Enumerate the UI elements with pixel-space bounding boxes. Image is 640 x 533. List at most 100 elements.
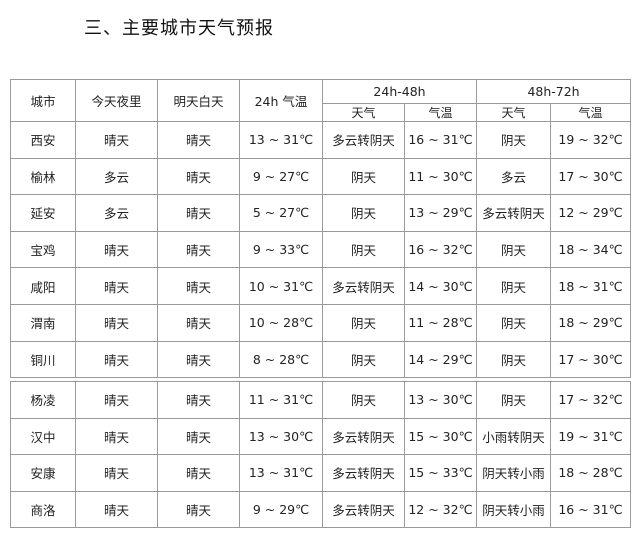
table-row: 宝鸡 晴天 晴天 9 ~ 33℃ 阴天 16 ~ 32℃ 阴天 18 ~ 34℃ <box>10 230 632 269</box>
temp-24h-cell: 10 ~ 28℃ <box>239 303 323 342</box>
header-temp-24h: 24h 气温 <box>239 79 323 122</box>
city-cell: 铜川 <box>10 340 76 379</box>
weather-24-48h-cell: 阴天 <box>322 381 405 419</box>
city-cell: 安康 <box>10 454 76 492</box>
city-cell: 延安 <box>10 194 76 232</box>
header-temp-48: 气温 <box>403 103 478 122</box>
tomorrow-day-weather-cell: 晴天 <box>157 230 240 269</box>
temp-24h-cell: 5 ~ 27℃ <box>239 194 323 232</box>
header-48-72h: 48h-72h <box>476 79 632 104</box>
temp-24h-cell: 9 ~ 33℃ <box>239 230 323 269</box>
table-row: 铜川 晴天 晴天 8 ~ 28℃ 阴天 14 ~ 29℃ 阴天 17 ~ 30℃ <box>10 340 632 379</box>
temp-24-48h-cell: 14 ~ 29℃ <box>403 340 478 379</box>
tomorrow-day-weather-cell: 晴天 <box>157 194 240 232</box>
temp-24-48h-cell: 16 ~ 32℃ <box>403 230 478 269</box>
temp-24h-cell: 9 ~ 29℃ <box>239 490 323 529</box>
tonight-weather-cell: 晴天 <box>75 303 158 342</box>
city-cell: 宝鸡 <box>10 230 76 269</box>
header-city: 城市 <box>10 79 76 122</box>
forecast-table-main: 城市 今天夜里 明天白天 24h 气温 24h-48h 48h-72h 天气 气… <box>10 79 632 379</box>
temp-24h-cell: 13 ~ 31℃ <box>239 121 323 159</box>
tomorrow-day-weather-cell: 晴天 <box>157 454 240 492</box>
temp-48-72h-cell: 16 ~ 31℃ <box>550 490 631 529</box>
header-weather-48: 天气 <box>322 103 405 122</box>
weather-24-48h-cell: 阴天 <box>322 230 405 269</box>
weather-24-48h-cell: 多云转阴天 <box>322 267 405 305</box>
tonight-weather-cell: 晴天 <box>75 230 158 269</box>
tonight-weather-cell: 多云 <box>75 194 158 232</box>
tomorrow-day-weather-cell: 晴天 <box>157 490 240 529</box>
weather-24-48h-cell: 阴天 <box>322 340 405 379</box>
temp-48-72h-cell: 17 ~ 30℃ <box>550 157 632 196</box>
tomorrow-day-weather-cell: 晴天 <box>157 381 240 419</box>
temp-24h-cell: 13 ~ 30℃ <box>239 417 323 456</box>
temp-24-48h-cell: 13 ~ 30℃ <box>404 381 477 419</box>
temp-48-72h-cell: 18 ~ 31℃ <box>550 267 632 305</box>
tomorrow-day-weather-cell: 晴天 <box>157 303 240 342</box>
header-tomorrow-day: 明天白天 <box>157 79 240 122</box>
city-cell: 渭南 <box>10 303 76 342</box>
weather-48-72h-cell: 阴天 <box>476 230 552 269</box>
table-row: 西安 晴天 晴天 13 ~ 31℃ 多云转阴天 16 ~ 31℃ 阴天 19 ~ 32℃ <box>10 121 632 159</box>
tomorrow-day-weather-cell: 晴天 <box>157 340 240 379</box>
table-row: 延安 多云 晴天 5 ~ 27℃ 阴天 13 ~ 29℃ 多云转阴天 12 ~ 29℃ <box>10 194 632 232</box>
header-24-48h: 24h-48h <box>321 79 478 104</box>
weather-24-48h-cell: 阴天 <box>322 303 405 342</box>
tonight-weather-cell: 晴天 <box>75 490 158 529</box>
temp-48-72h-cell: 12 ~ 29℃ <box>550 194 632 232</box>
table-row: 汉中 晴天 晴天 13 ~ 30℃ 多云转阴天 15 ~ 30℃ 小雨转阴天 19 ~ 31℃ <box>10 417 631 456</box>
section-title: 三、主要城市天气预报 <box>84 18 274 39</box>
tonight-weather-cell: 晴天 <box>75 454 158 492</box>
temp-24-48h-cell: 14 ~ 30℃ <box>403 267 478 305</box>
forecast-table-secondary: 杨凌 晴天 晴天 11 ~ 31℃ 阴天 13 ~ 30℃ 阴天 17 ~ 32℃ 汉中 晴天 晴天… <box>10 381 631 529</box>
temp-48-72h-cell: 18 ~ 34℃ <box>550 230 632 269</box>
temp-24-48h-cell: 11 ~ 30℃ <box>403 157 478 196</box>
header-temp-72: 气温 <box>550 103 632 122</box>
tonight-weather-cell: 晴天 <box>75 121 158 159</box>
temp-24-48h-cell: 11 ~ 28℃ <box>403 303 478 342</box>
table-row: 咸阳 晴天 晴天 10 ~ 31℃ 多云转阴天 14 ~ 30℃ 阴天 18 ~ 31℃ <box>10 267 632 305</box>
temp-24h-cell: 11 ~ 31℃ <box>239 381 323 419</box>
tonight-weather-cell: 多云 <box>75 157 158 196</box>
tomorrow-day-weather-cell: 晴天 <box>157 157 240 196</box>
city-cell: 汉中 <box>10 417 76 456</box>
table-row: 商洛 晴天 晴天 9 ~ 29℃ 多云转阴天 12 ~ 32℃ 阴天转小雨 16 ~ 31℃ <box>10 490 631 529</box>
temp-48-72h-cell: 19 ~ 31℃ <box>550 417 631 456</box>
temp-24-48h-cell: 15 ~ 30℃ <box>404 417 477 456</box>
tonight-weather-cell: 晴天 <box>75 381 158 419</box>
weather-48-72h-cell: 阴天 <box>476 381 551 419</box>
temp-24-48h-cell: 13 ~ 29℃ <box>403 194 478 232</box>
city-cell: 西安 <box>10 121 76 159</box>
tonight-weather-cell: 晴天 <box>75 340 158 379</box>
temp-24-48h-cell: 16 ~ 31℃ <box>403 121 478 159</box>
temp-24h-cell: 8 ~ 28℃ <box>239 340 323 379</box>
weather-48-72h-cell: 多云 <box>476 157 552 196</box>
weather-48-72h-cell: 阴天 <box>476 303 552 342</box>
weather-24-48h-cell: 多云转阴天 <box>322 454 405 492</box>
city-cell: 商洛 <box>10 490 76 529</box>
temp-24-48h-cell: 12 ~ 32℃ <box>404 490 477 529</box>
weather-48-72h-cell: 阴天 <box>476 340 552 379</box>
tomorrow-day-weather-cell: 晴天 <box>157 267 240 305</box>
table-row: 榆林 多云 晴天 9 ~ 27℃ 阴天 11 ~ 30℃ 多云 17 ~ 30℃ <box>10 157 632 196</box>
city-cell: 榆林 <box>10 157 76 196</box>
header-tonight: 今天夜里 <box>75 79 158 122</box>
temp-24-48h-cell: 15 ~ 33℃ <box>404 454 477 492</box>
weather-48-72h-cell: 阴天 <box>476 267 552 305</box>
weather-24-48h-cell: 多云转阴天 <box>322 121 405 159</box>
temp-48-72h-cell: 18 ~ 28℃ <box>550 454 631 492</box>
weather-24-48h-cell: 阴天 <box>322 157 405 196</box>
tonight-weather-cell: 晴天 <box>75 267 158 305</box>
city-cell: 杨凌 <box>10 381 76 419</box>
table-row: 杨凌 晴天 晴天 11 ~ 31℃ 阴天 13 ~ 30℃ 阴天 17 ~ 32℃ <box>10 381 631 419</box>
city-cell: 咸阳 <box>10 267 76 305</box>
weather-24-48h-cell: 阴天 <box>322 194 405 232</box>
temp-24h-cell: 9 ~ 27℃ <box>239 157 323 196</box>
weather-24-48h-cell: 多云转阴天 <box>322 490 405 529</box>
weather-48-72h-cell: 阴天转小雨 <box>476 454 551 492</box>
temp-24h-cell: 10 ~ 31℃ <box>239 267 323 305</box>
weather-48-72h-cell: 阴天 <box>476 121 552 159</box>
tomorrow-day-weather-cell: 晴天 <box>157 121 240 159</box>
temp-48-72h-cell: 17 ~ 30℃ <box>550 340 632 379</box>
tonight-weather-cell: 晴天 <box>75 417 158 456</box>
